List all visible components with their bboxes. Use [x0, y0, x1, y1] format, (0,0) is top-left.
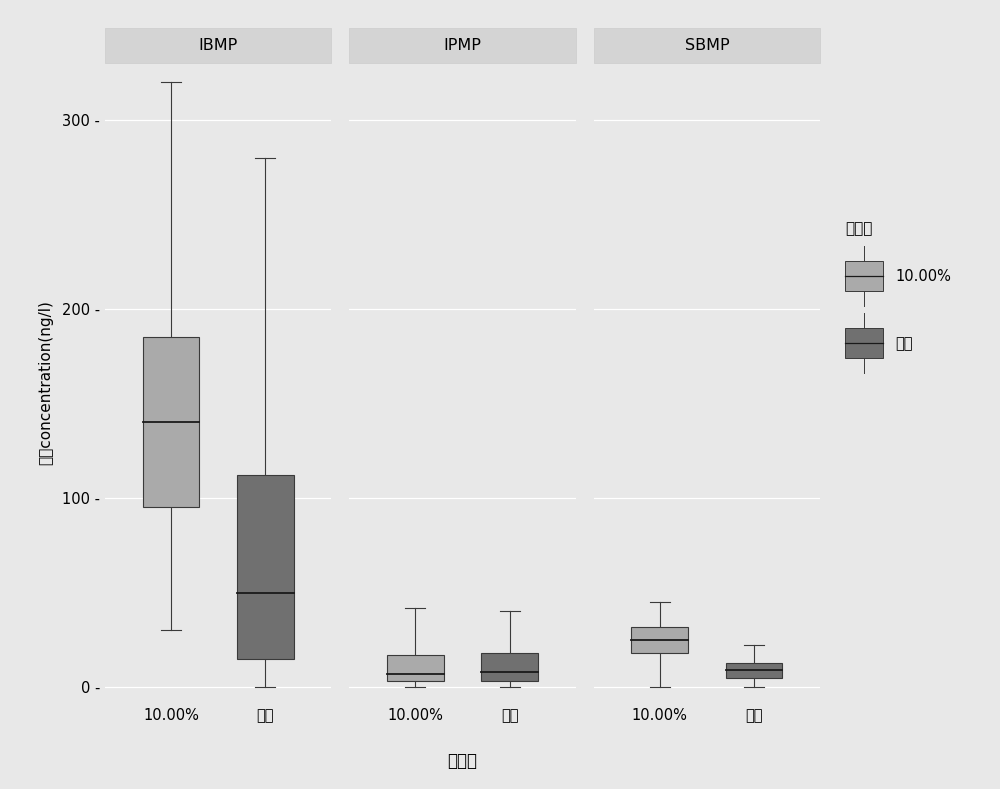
- Text: IBMP: IBMP: [199, 38, 238, 53]
- Bar: [631, 626, 688, 653]
- Text: 酒精度: 酒精度: [447, 753, 478, 770]
- Text: IPMP: IPMP: [444, 38, 481, 53]
- Bar: [481, 653, 538, 682]
- Text: 10.00%: 10.00%: [895, 268, 951, 284]
- Bar: [143, 337, 199, 507]
- Bar: [726, 663, 782, 678]
- Bar: [237, 475, 294, 659]
- Y-axis label: 浓度concentration(ng/l): 浓度concentration(ng/l): [39, 301, 54, 465]
- Text: 原酒: 原酒: [895, 335, 912, 351]
- Text: 酒精度: 酒精度: [845, 221, 872, 236]
- Bar: [387, 655, 444, 682]
- Text: SBMP: SBMP: [685, 38, 729, 53]
